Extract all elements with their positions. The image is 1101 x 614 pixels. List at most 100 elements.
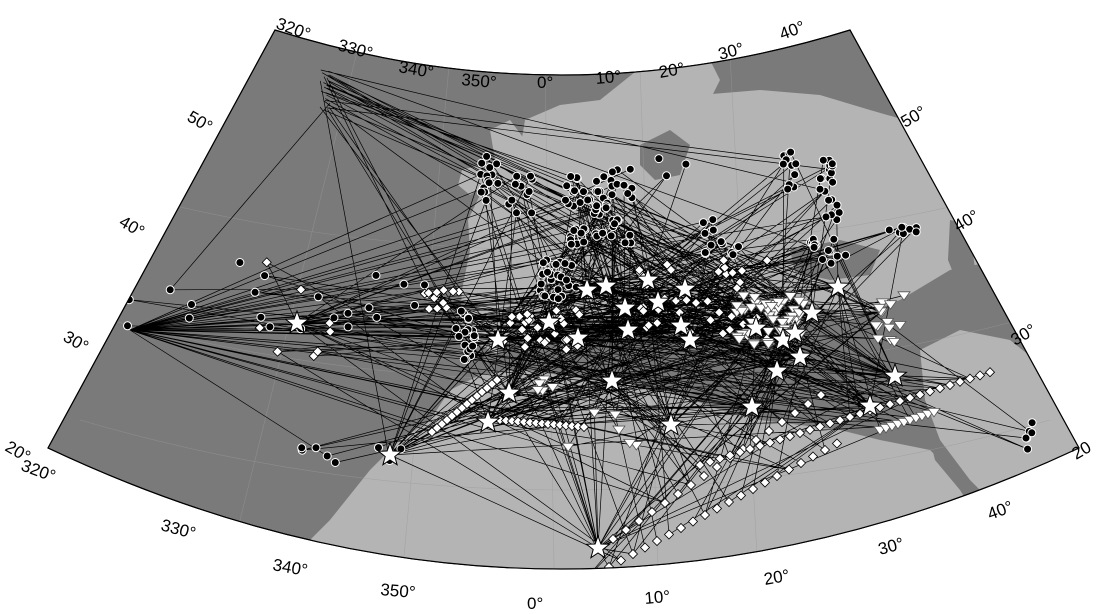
station-diamond xyxy=(744,443,756,455)
station-circle xyxy=(538,258,548,268)
station-diamond xyxy=(771,470,783,482)
station-diamond xyxy=(615,555,627,566)
station-diamond xyxy=(634,264,645,276)
station-circle xyxy=(598,228,608,238)
station-circle xyxy=(551,259,561,269)
station-circle xyxy=(313,292,323,302)
station-circle xyxy=(123,321,132,331)
station-diamond xyxy=(687,516,699,527)
station-triangle xyxy=(893,321,907,331)
station-circle xyxy=(512,171,522,181)
map-border xyxy=(47,29,1080,570)
lon-label-top-10: 10° xyxy=(595,67,622,88)
station-diamond xyxy=(424,303,435,314)
station-circle xyxy=(681,159,691,169)
station-circle xyxy=(468,341,478,351)
station-diamond xyxy=(831,438,843,449)
station-circle xyxy=(809,242,819,252)
station-diamond xyxy=(954,376,966,387)
station-diamond xyxy=(423,287,434,298)
station-diamond xyxy=(711,503,723,514)
station-circle xyxy=(562,181,572,191)
station-circle xyxy=(832,251,842,261)
event-star xyxy=(799,299,825,324)
station-circle xyxy=(576,228,586,238)
station-circle xyxy=(371,270,381,280)
station-circle xyxy=(827,159,837,169)
station-diamond xyxy=(506,311,517,322)
station-circle xyxy=(832,200,842,210)
event-star xyxy=(645,288,671,313)
station-diamond xyxy=(261,257,272,268)
station-diamond xyxy=(532,322,543,333)
station-circle xyxy=(526,171,535,181)
event-star xyxy=(677,326,703,351)
station-diamond xyxy=(783,464,795,475)
station-diamond xyxy=(819,444,831,456)
station-circle xyxy=(184,313,194,323)
station-circle xyxy=(783,184,793,194)
station-circle xyxy=(620,238,630,248)
event-star xyxy=(377,441,403,466)
station-circle xyxy=(599,172,609,182)
station-diamond xyxy=(789,407,801,419)
station-diamond xyxy=(731,283,742,294)
station-circle xyxy=(512,208,521,218)
lat-label-50-left: 50° xyxy=(184,107,216,136)
station-circle xyxy=(562,275,571,285)
event-star xyxy=(635,266,661,291)
station-triangle xyxy=(761,327,776,337)
event-star xyxy=(284,309,310,334)
station-diamond xyxy=(325,326,336,337)
event-star xyxy=(615,316,641,341)
station-diamond xyxy=(704,456,716,467)
station-diamond xyxy=(814,421,826,432)
station-circle xyxy=(841,250,851,260)
station-diamond xyxy=(638,305,649,317)
station-circle xyxy=(583,195,593,205)
station-circle xyxy=(569,226,579,235)
station-circle xyxy=(579,187,588,197)
station-diamond xyxy=(516,324,528,335)
station-circle xyxy=(815,174,825,184)
station-diamond xyxy=(984,367,996,378)
station-circle xyxy=(790,170,800,180)
event-star xyxy=(496,379,522,404)
station-circle xyxy=(297,443,307,453)
station-circle xyxy=(662,171,671,181)
event-star xyxy=(825,273,851,298)
station-circle xyxy=(1027,418,1037,428)
station-diamond xyxy=(807,451,819,462)
station-diamond xyxy=(607,533,619,545)
station-diamond xyxy=(854,408,866,419)
lon-label-bottom-350: 350° xyxy=(380,580,417,602)
station-circle xyxy=(826,258,836,268)
station-diamond xyxy=(804,424,816,435)
station-circle xyxy=(507,195,517,205)
station-diamond xyxy=(665,264,677,275)
station-diamond xyxy=(736,265,748,276)
station-diamond xyxy=(651,535,663,547)
station-diamond xyxy=(754,440,766,451)
event-star xyxy=(764,357,790,382)
station-diamond xyxy=(694,459,706,471)
station-circle xyxy=(493,178,503,188)
lon-label-bottom-340: 340° xyxy=(271,555,309,580)
station-circle xyxy=(364,303,374,313)
station-diamond xyxy=(844,411,856,423)
station-circle xyxy=(187,300,196,309)
station-diamond xyxy=(685,479,697,491)
land-scandinavia xyxy=(600,40,720,150)
station-triangle xyxy=(736,291,751,302)
station-diamond xyxy=(717,328,729,339)
station-circle xyxy=(372,312,382,322)
station-circle xyxy=(698,218,708,228)
station-diamond xyxy=(603,561,615,569)
station-diamond xyxy=(761,255,773,266)
station-circle xyxy=(728,250,738,260)
station-circle xyxy=(625,230,635,240)
station-diamond xyxy=(522,309,533,320)
station-diamond xyxy=(726,311,737,322)
station-circle xyxy=(235,258,245,267)
station-circle xyxy=(654,154,664,164)
